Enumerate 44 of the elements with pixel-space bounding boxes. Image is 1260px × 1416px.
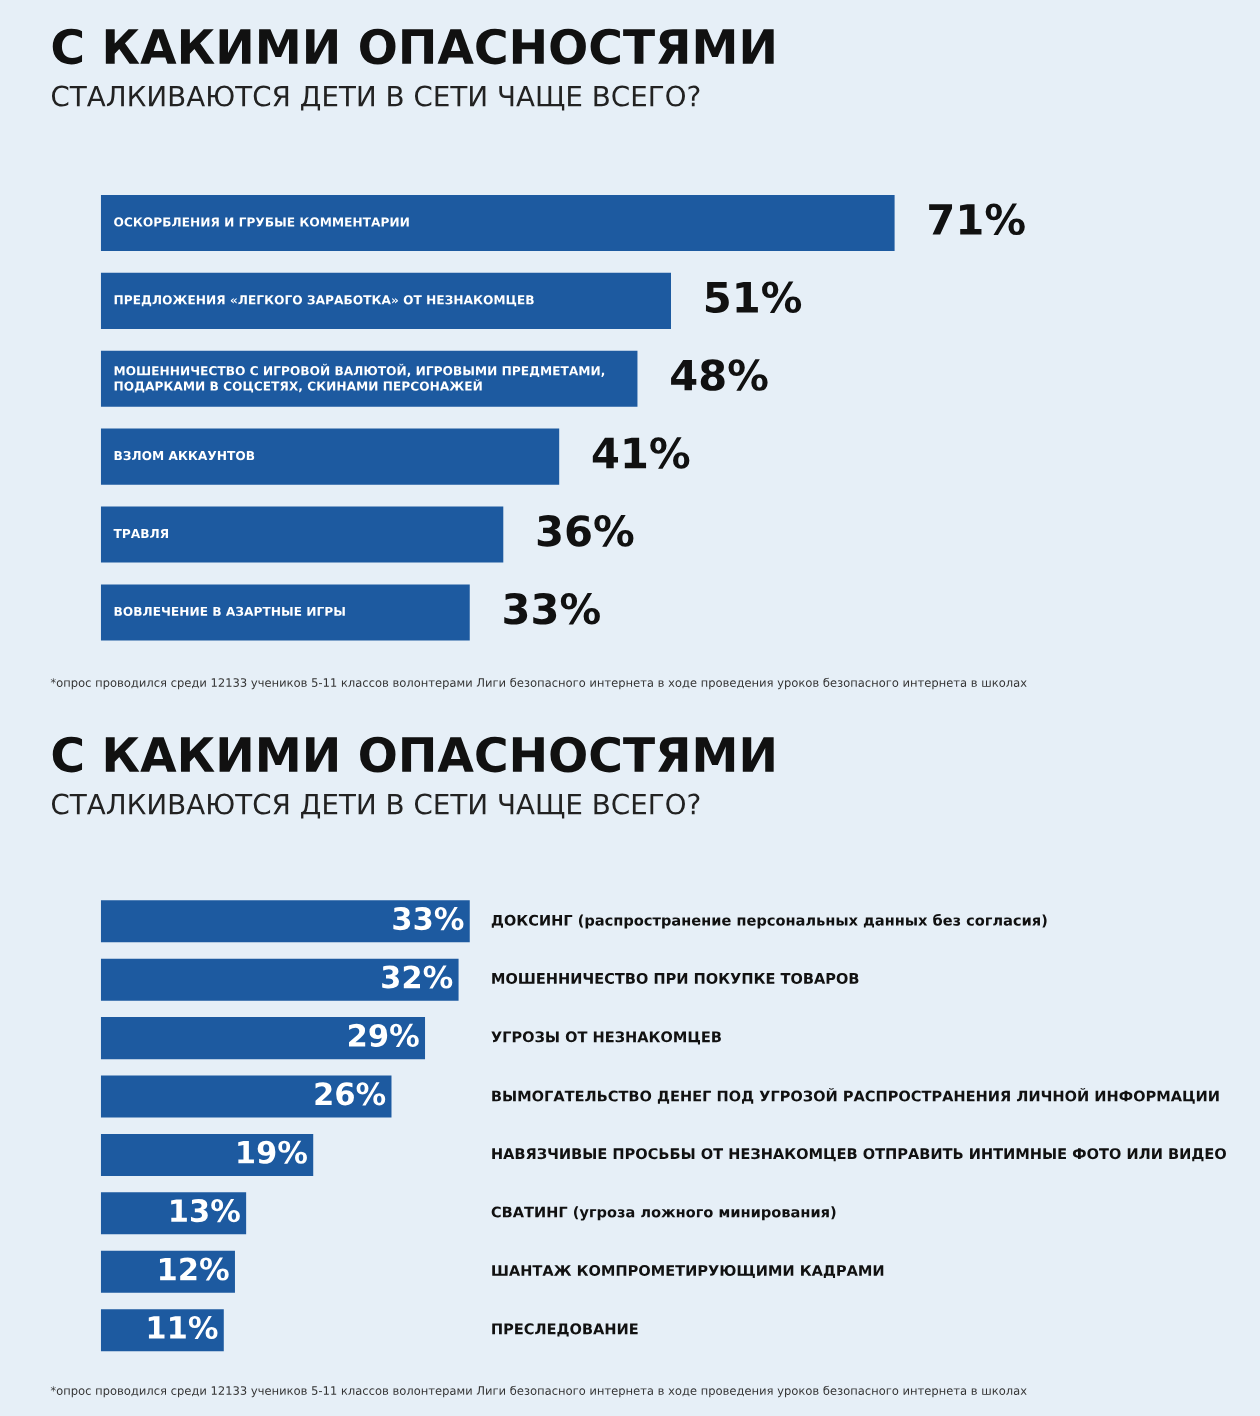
y-tick-label: ВЫМОГАТЕЛЬСТВО ДЕНЕГ ПОД УГРОЗОЙ РАСПРОСТРАНЕНИЯ ЛИЧНОЙ ИНФОРМАЦИИ <box>492 1087 1219 1104</box>
data-label: 13% <box>171 1199 240 1223</box>
bar <box>100 272 671 329</box>
data-label: 26% <box>315 1082 386 1106</box>
data-label: 12% <box>159 1257 229 1281</box>
data-label: 71% <box>929 203 1025 236</box>
y-tick-label: ПРЕДЛОЖЕНИЯ «ЛЕГКОГО ЗАРАБОТКА» ОТ НЕЗНАКОМЦЕВ <box>114 295 534 307</box>
bar <box>100 900 470 943</box>
data-label: 36% <box>537 515 634 547</box>
y-tick-label: ВОВЛЕЧЕНИЕ В АЗАРТНЫЕ ИГРЫ <box>114 606 345 616</box>
data-label: 33% <box>393 907 464 931</box>
data-label: 11% <box>148 1315 218 1340</box>
y-tick-label: ПРЕСЛЕДОВАНИЕ <box>492 1323 638 1337</box>
chart-title: С КАКИМИ ОПАСНОСТЯМИ <box>52 28 774 65</box>
text: *опрос проводился среди 12133 учеников 5-11 классов волонтерами Лиги безопасного интернета в ходе проведения уроков безопасного интернета в школах <box>50 1385 1027 1398</box>
bar <box>100 506 504 563</box>
data-label: 41% <box>592 437 690 469</box>
chart-subtitle: СТАЛКИВАЮТСЯ ДЕТИ В СЕТИ ЧАЩЕ ВСЕГО? <box>51 793 700 819</box>
chart-title: С КАКИМИ ОПАСНОСТЯМИ <box>52 736 774 773</box>
data-label: 48% <box>671 359 768 391</box>
bar <box>100 194 895 252</box>
data-label: 29% <box>349 1023 419 1047</box>
y-tick-label: ДОКСИНГ (распространение персональных данных без согласия) <box>491 913 1047 929</box>
bar <box>100 428 560 485</box>
y-tick-label: УГРОЗЫ ОТ НЕЗНАКОМЦЕВ <box>491 1031 721 1045</box>
bar <box>100 1075 392 1118</box>
y-tick-label: ТРАВЛЯ <box>113 529 169 538</box>
data-label: 51% <box>705 281 802 313</box>
bar <box>100 1133 314 1176</box>
y-tick-label: НАВЯЗЧИВЫЕ ПРОСЬБЫ ОТ НЕЗНАКОМЦЕВ ОТПРАВИТЬ ИНТИМНЫЕ ФОТО ИЛИ ВИДЕО <box>492 1148 1226 1162</box>
bar <box>100 1017 426 1060</box>
y-tick-label: МОШЕННИЧЕСТВО ПРИ ПОКУПКЕ ТОВАРОВ <box>492 972 859 984</box>
text: *опрос проводился среди 12133 учеников 5-11 классов волонтерами Лиги безопасного интернета в ходе проведения уроков безопасного интернета в школах <box>50 677 1027 690</box>
y-tick-label: ОСКОРБЛЕНИЯ И ГРУБЫЕ КОММЕНТАРИИ <box>114 217 409 227</box>
y-tick-label: СВАТИНГ (угроза ложного минирования) <box>491 1206 836 1221</box>
chart-subtitle: СТАЛКИВАЮТСЯ ДЕТИ В СЕТИ ЧАЩЕ ВСЕГО? <box>51 85 700 111</box>
bar <box>100 958 459 1001</box>
data-label: 19% <box>238 1140 307 1164</box>
y-tick-label: ВЗЛОМ АККАУНТОВ <box>114 450 255 461</box>
y-tick-label: ШАНТАЖ КОМПРОМЕТИРУЮЩИМИ КАДРАМИ <box>492 1264 884 1279</box>
data-label: 32% <box>382 965 453 989</box>
bar <box>100 584 470 641</box>
data-label: 33% <box>504 592 600 625</box>
y-tick-label: МОШЕННИЧЕСТВО С ИГРОВОЙ ВАЛЮТОЙ, ИГРОВЫМИ ПРЕДМЕТАМИ, ПОДАРКАМИ В СОЦСЕТЯХ, СКИНАМИ ПЕРСОНАЖЕЙ <box>114 363 605 393</box>
